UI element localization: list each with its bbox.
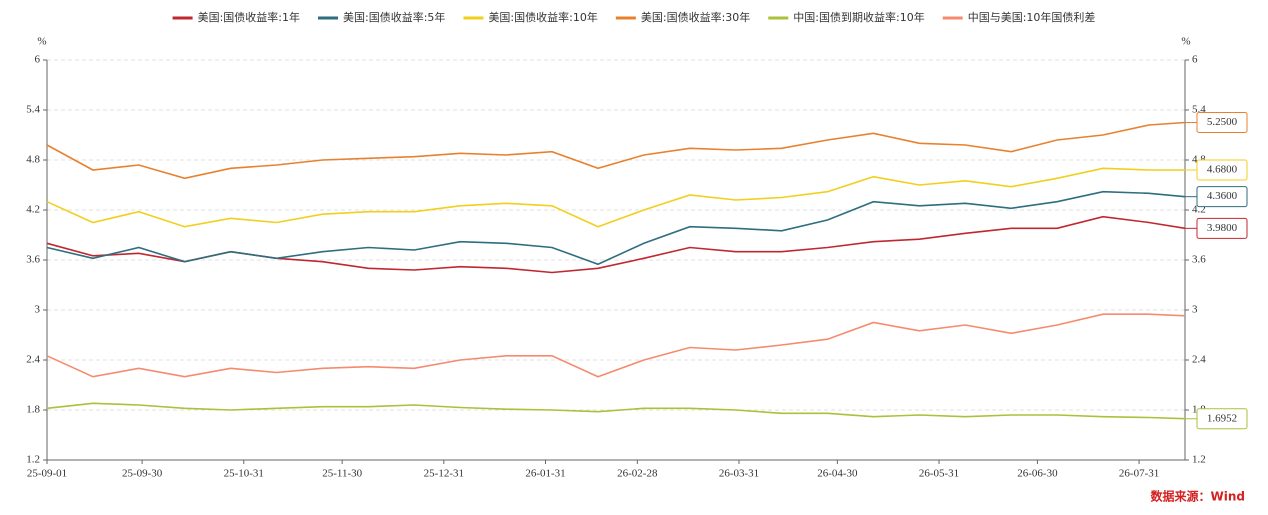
series-line <box>46 167 1185 228</box>
end-label: 4.6800 <box>1207 164 1238 176</box>
x-tick-label: 26-06-30 <box>1017 468 1058 480</box>
series-line <box>46 313 1186 378</box>
y2-tick-label: 6 <box>1192 54 1198 66</box>
end-label: 4.3600 <box>1207 190 1238 202</box>
y-tick-label: 1.2 <box>26 454 40 466</box>
y-tick-label: 5.4 <box>26 104 40 116</box>
legend-label: 中国:国债到期收益率:10年 <box>793 10 924 24</box>
end-label-box <box>1196 159 1248 181</box>
end-label-box <box>1196 186 1248 208</box>
series-line <box>46 402 1186 420</box>
series-line <box>46 215 1186 274</box>
x-tick-label: 26-01-31 <box>525 468 565 480</box>
legend-label: 美国:国债收益率:10年 <box>488 10 597 24</box>
y-tick-label: 3.6 <box>26 254 40 266</box>
end-label: 3.9800 <box>1207 222 1238 234</box>
end-label: 1.6952 <box>1207 412 1237 424</box>
x-tick-label: 26-03-31 <box>719 468 759 480</box>
x-tick-label: 25-10-31 <box>224 468 264 480</box>
x-tick-label: 26-04-30 <box>817 468 858 480</box>
y2-tick-label: 3 <box>1192 304 1198 316</box>
legend-label: 美国:国债收益率:1年 <box>198 10 300 24</box>
y2-tick-label: 2.4 <box>1192 354 1206 366</box>
series-line <box>46 190 1186 266</box>
y-tick-label: 4.2 <box>26 204 40 216</box>
legend-label: 中国与美国:10年国债利差 <box>968 10 1096 24</box>
source-note: 数据来源：Wind <box>1151 489 1245 504</box>
legend-label: 美国:国债收益率:30年 <box>641 10 750 24</box>
end-label-box <box>1196 217 1248 239</box>
series-line <box>46 121 1186 180</box>
y-tick-label: 2.4 <box>26 354 40 366</box>
x-tick-label: 25-12-31 <box>424 468 464 480</box>
y-tick-label: 1.8 <box>26 404 40 416</box>
x-tick-label: 26-05-31 <box>919 468 959 480</box>
y-tick-label: 6 <box>35 54 41 66</box>
y2-axis-unit: % <box>1181 36 1190 48</box>
x-tick-label: 26-07-31 <box>1119 468 1159 480</box>
x-tick-label: 25-11-30 <box>322 468 362 480</box>
x-tick-label: 26-02-28 <box>617 468 658 480</box>
end-label: 5.2500 <box>1207 116 1238 128</box>
y-tick-label: 3 <box>35 304 41 316</box>
y2-tick-label: 1.2 <box>1192 454 1206 466</box>
y2-tick-label: 3.6 <box>1192 254 1206 266</box>
end-label-box <box>1196 112 1248 133</box>
x-tick-label: 25-09-30 <box>122 468 163 480</box>
legend-label: 美国:国债收益率:5年 <box>343 10 445 24</box>
x-tick-label: 25-09-01 <box>27 468 67 480</box>
legend: 美国:国债收益率:1年 美国:国债收益率:5年 美国:国债收益率:10年 美国:国债收… <box>172 10 1096 24</box>
y-axis-unit: % <box>37 36 46 48</box>
y-tick-label: 4.8 <box>26 154 40 166</box>
end-label-box <box>1196 408 1248 430</box>
